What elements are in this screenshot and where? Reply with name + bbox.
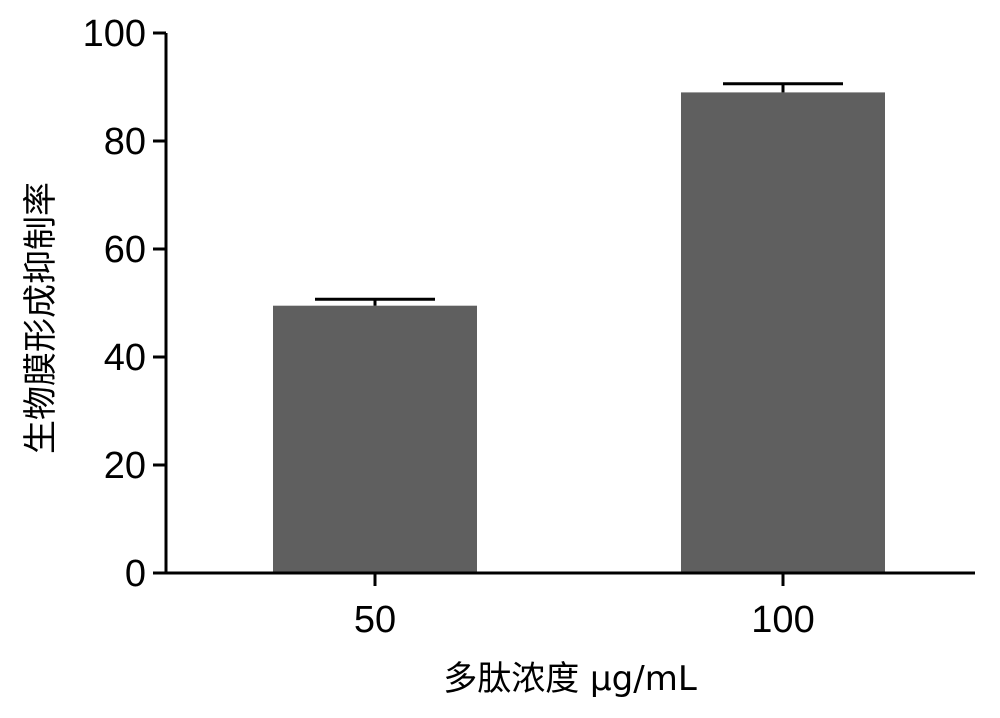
y-tick-label: 0: [125, 553, 146, 595]
y-tick-label: 60: [104, 229, 146, 271]
x-tick-label: 100: [751, 599, 814, 641]
x-axis-ticks: 50 100: [354, 573, 815, 641]
bars-group: [273, 92, 885, 573]
y-axis-ticks: 0 20 40 60 80 100: [83, 13, 166, 595]
y-axis-title: 生物膜形成抑制率: [21, 182, 61, 454]
y-tick-label: 40: [104, 337, 146, 379]
bar-100: [681, 92, 885, 573]
y-tick-label: 20: [104, 445, 146, 487]
y-tick-label: 100: [83, 13, 146, 55]
x-tick-label: 50: [354, 599, 396, 641]
x-axis-title: 多肽浓度 μg/mL: [443, 659, 697, 699]
y-tick-label: 80: [104, 121, 146, 163]
bar-50: [273, 306, 477, 573]
